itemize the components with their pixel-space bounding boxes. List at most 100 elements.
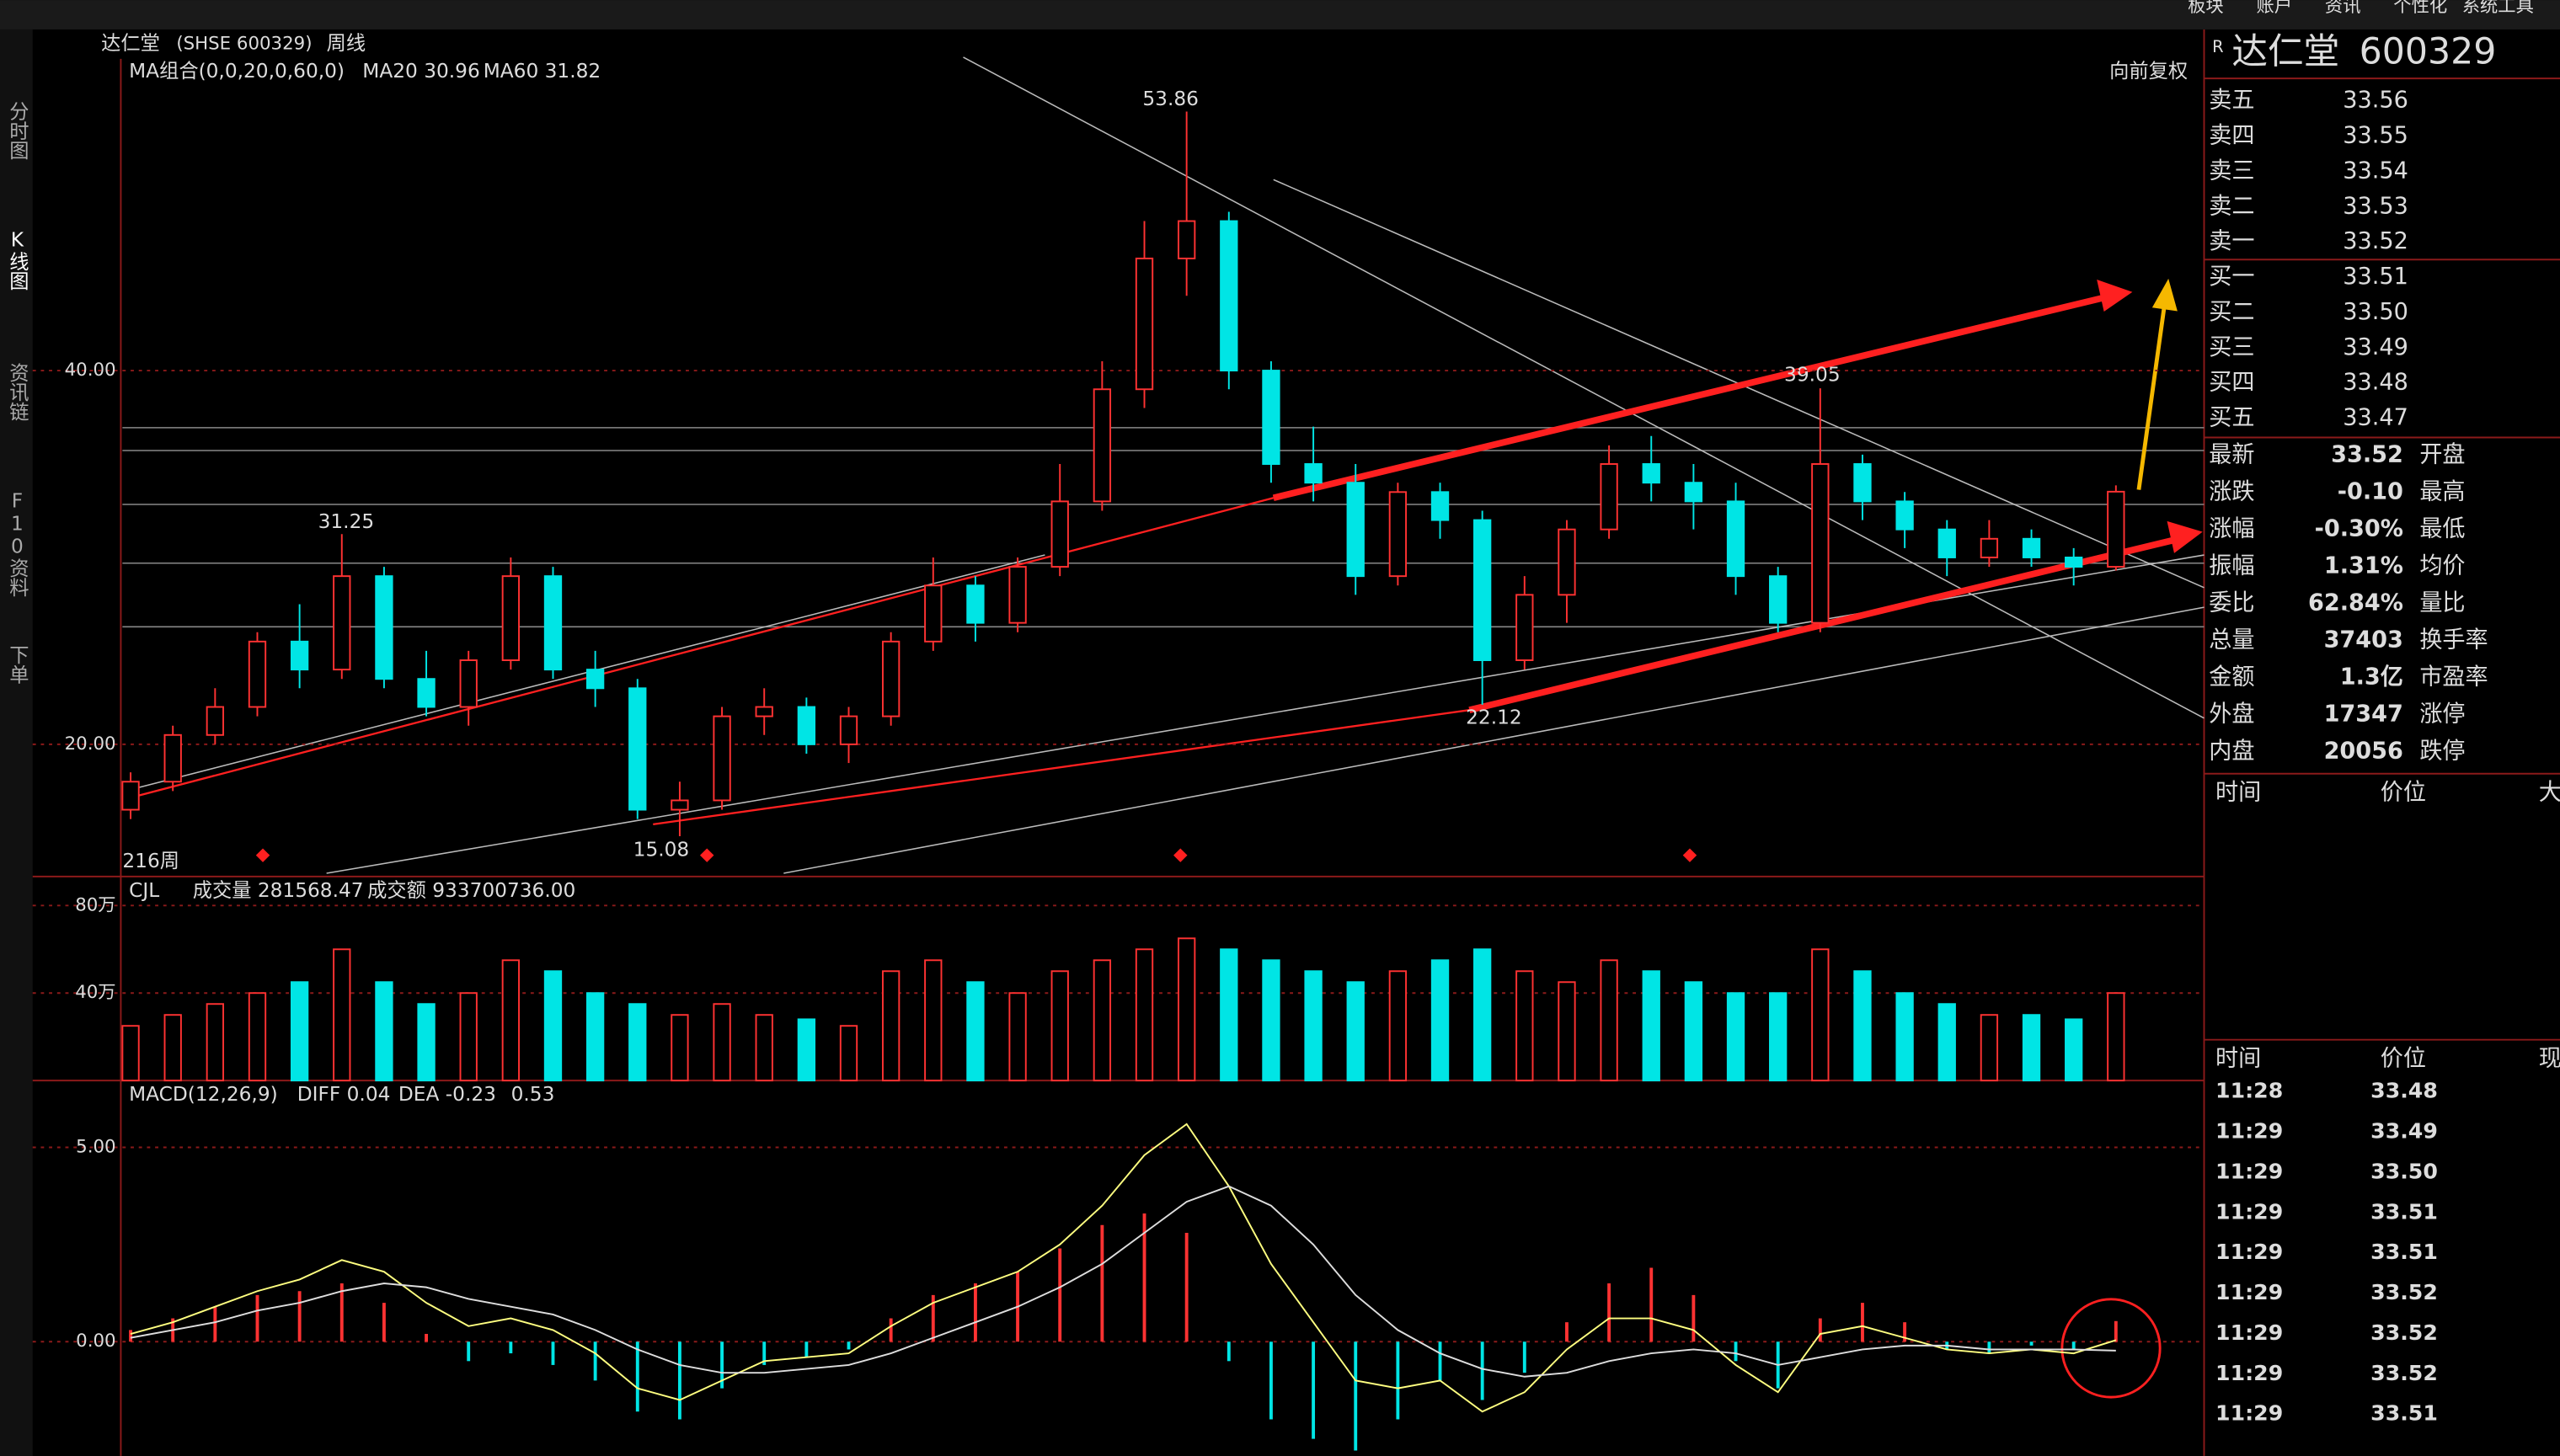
stat-label: 涨停 xyxy=(2419,701,2465,727)
menu-item[interactable]: 板块 xyxy=(2188,0,2224,17)
volume-bar xyxy=(1980,1014,1999,1082)
volume-bar xyxy=(1346,981,1365,1082)
trade-time: 11:28 xyxy=(2215,1079,2283,1103)
menu-item[interactable]: 账户 xyxy=(2257,0,2293,17)
candle-body xyxy=(375,575,393,680)
candle-body xyxy=(755,706,773,717)
book-label: 买四 xyxy=(2209,370,2254,396)
stat-value: 33.52 xyxy=(2331,441,2403,467)
volume-bar xyxy=(1304,970,1323,1082)
volume-bar xyxy=(2065,1018,2083,1082)
volume-bar xyxy=(333,948,351,1082)
period: 周线 xyxy=(327,32,366,55)
y-tick-label: 20.00 xyxy=(65,733,116,755)
book-price: 33.56 xyxy=(2343,88,2408,114)
stat-label: 内盘 xyxy=(2209,738,2254,764)
side-tab[interactable]: 资讯链 xyxy=(6,362,29,421)
stat-label: 市盈率 xyxy=(2419,664,2488,690)
candle-body xyxy=(1684,482,1703,503)
candle-body xyxy=(628,687,647,811)
stat-value: 62.84% xyxy=(2308,589,2403,616)
candle-body xyxy=(924,584,943,643)
stat-value: 17347 xyxy=(2324,701,2403,727)
candle-body xyxy=(1388,491,1408,578)
side-tab[interactable]: F10资料 xyxy=(6,490,29,598)
volume-bar xyxy=(924,959,943,1082)
book-price: 33.47 xyxy=(2343,405,2408,431)
book-label: 买二 xyxy=(2209,299,2254,325)
stat-label: 金额 xyxy=(2209,664,2254,690)
stat-label: 最高 xyxy=(2419,478,2465,504)
side-tab[interactable]: 分时图 xyxy=(6,101,29,160)
candle-body xyxy=(1558,528,1576,596)
stat-label: 换手率 xyxy=(2419,627,2488,653)
candle-body xyxy=(1346,482,1365,578)
candle-body xyxy=(2022,537,2041,558)
volume-bar xyxy=(501,959,521,1082)
stat-label: 跌停 xyxy=(2419,738,2465,764)
volume-total: 成交量 281568.47 xyxy=(193,879,364,902)
stat-label: 委比 xyxy=(2209,589,2254,616)
volume-bar xyxy=(585,992,605,1082)
volume-bar xyxy=(459,992,478,1082)
volume-bar xyxy=(2107,992,2125,1082)
stat-value: 1.3亿 xyxy=(2340,664,2403,690)
markers xyxy=(255,848,1697,862)
candle-body xyxy=(1135,257,1154,391)
stock-code: (SHSE 600329) xyxy=(176,33,312,54)
volume-bar xyxy=(206,1003,224,1082)
stat-value: 20056 xyxy=(2324,738,2403,764)
trade-time: 11:29 xyxy=(2215,1361,2283,1385)
trade-price: 33.49 xyxy=(2370,1119,2438,1144)
candle-body xyxy=(1642,463,1660,484)
volume-bar xyxy=(1558,981,1576,1082)
y-tick-label: 0.00 xyxy=(76,1331,115,1352)
volume-bar xyxy=(713,1003,731,1082)
stat-label: 涨跌 xyxy=(2209,478,2254,504)
volume-bar xyxy=(121,1025,140,1082)
stat-value: 37403 xyxy=(2324,627,2403,653)
trade-time: 11:29 xyxy=(2215,1401,2283,1426)
candle-body xyxy=(1811,463,1830,624)
book-price: 33.55 xyxy=(2343,123,2408,149)
stat-value: -0.10 xyxy=(2338,478,2403,504)
trade-price: 33.52 xyxy=(2370,1320,2438,1345)
menu-item[interactable]: 系统工具 xyxy=(2462,0,2534,17)
stat-label: 量比 xyxy=(2419,589,2465,616)
stat-value: -0.30% xyxy=(2315,515,2403,541)
trade-time: 11:29 xyxy=(2215,1240,2283,1264)
volume-bar xyxy=(1093,959,1112,1082)
volume-bar xyxy=(839,1025,858,1082)
volume-bar xyxy=(797,1018,816,1082)
trade-time: 11:29 xyxy=(2215,1159,2283,1183)
adjust: 向前复权 xyxy=(2109,60,2188,83)
side-tab[interactable]: K线图 xyxy=(6,228,29,291)
y-tick-label: 5.00 xyxy=(76,1137,115,1158)
volume-amount: 成交额 933700736.00 xyxy=(367,879,575,902)
y-tick-label: 40.00 xyxy=(65,360,116,381)
candle-body xyxy=(1726,500,1745,578)
menu-item[interactable]: 资讯 xyxy=(2325,0,2361,17)
macd-label: 0.53 xyxy=(511,1083,555,1106)
candle-body xyxy=(290,640,309,671)
book-price: 33.52 xyxy=(2343,228,2408,254)
high-label: 53.86 xyxy=(1142,88,1199,110)
volume-bar xyxy=(1600,959,1618,1082)
book-label: 买五 xyxy=(2209,405,2254,431)
trade-price: 33.52 xyxy=(2370,1280,2438,1304)
volume-bar xyxy=(1895,992,1914,1082)
candle-body xyxy=(543,575,563,671)
side-tab[interactable]: 下单 xyxy=(6,645,29,685)
menu-item[interactable]: 个性化 xyxy=(2393,0,2447,17)
candle-body xyxy=(1769,575,1788,624)
volume-bar xyxy=(1220,948,1238,1082)
candle-body xyxy=(501,575,521,661)
volume-bar xyxy=(628,1003,647,1082)
book-label: 买一 xyxy=(2209,264,2254,290)
trade-time: 11:29 xyxy=(2215,1199,2283,1224)
stat-label: 均价 xyxy=(2419,552,2465,579)
column-header: 价位 xyxy=(2381,780,2426,806)
volume-bar xyxy=(1811,948,1830,1082)
horizontal-lines xyxy=(122,427,2205,628)
